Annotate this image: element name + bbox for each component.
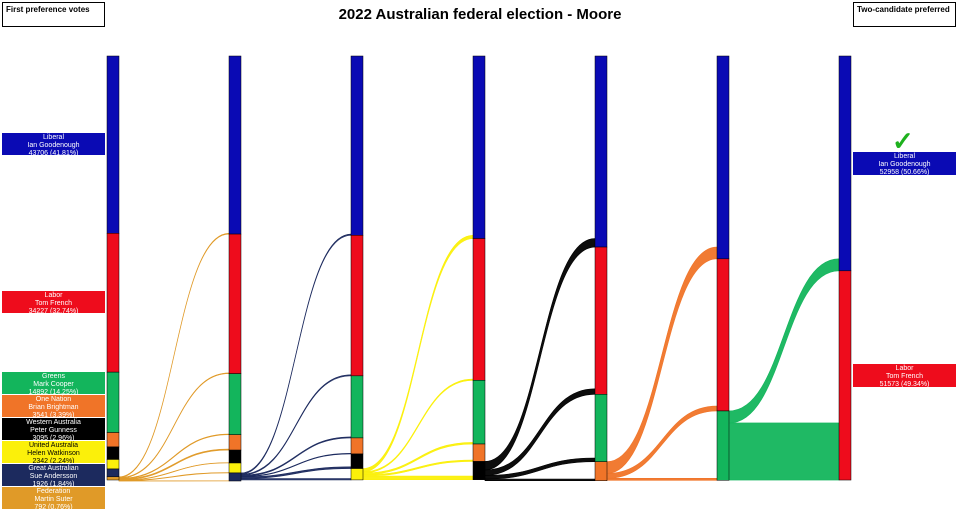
flow-united_australia-to-liberal-stage-2	[363, 235, 473, 471]
candidate-party: United Australia	[2, 442, 105, 450]
bar-labor-stage-4	[595, 247, 607, 394]
flow-great_australian-to-labor-stage-1	[241, 375, 351, 475]
candidate-party: Federation	[2, 488, 105, 496]
candidate-candidate: Mark Cooper	[2, 381, 105, 389]
bar-greens-stage-1	[229, 374, 241, 435]
bar-one_nation-stage-4	[595, 462, 607, 481]
bar-liberal-stage-5	[717, 56, 729, 259]
flow-federation-to-greens-stage-0	[119, 434, 229, 479]
bar-labor-stage-2	[351, 235, 363, 376]
bar-labor-stage-3	[473, 239, 485, 381]
bar-liberal-stage-3	[473, 56, 485, 239]
bar-liberal-stage-6	[839, 56, 851, 271]
candidate-party: Greens	[2, 373, 105, 381]
candidate-votes-label: 52958 (50.66%)	[853, 169, 956, 175]
flow-one_nation-to-greens-stage-4	[607, 478, 717, 480]
flow-federation-to-one_nation-stage-0	[119, 449, 229, 480]
bar-liberal-stage-0	[107, 56, 119, 233]
candidate-candidate: Ian Goodenough	[2, 142, 105, 150]
candidate-party: Western Australia	[2, 419, 105, 427]
flow-great_australian-to-western_australia-stage-1	[241, 467, 351, 479]
flow-greens-to-labor-stage-5	[729, 423, 839, 480]
bar-united_australia-stage-2	[351, 469, 363, 480]
candidate-candidate: Tom French	[853, 373, 956, 381]
candidate-votes-label: 3095 (2.96%)	[2, 435, 105, 440]
flow-great_australian-to-greens-stage-1	[241, 437, 351, 476]
candidate-votes-label: 1926 (1.84%)	[2, 481, 105, 486]
flow-federation-to-labor-stage-0	[119, 373, 229, 478]
candidate-votes-label: 2342 (2.24%)	[2, 458, 105, 463]
candidate-candidate: Ian Goodenough	[853, 161, 956, 169]
candidate-party: Great Australian	[2, 465, 105, 473]
candidate-votes-label: 14892 (14.25%)	[2, 389, 105, 394]
bar-federation-stage-0	[107, 477, 119, 480]
flow-greens-to-liberal-stage-5	[729, 259, 839, 423]
bar-labor-stage-6	[839, 271, 851, 480]
bar-liberal-stage-2	[351, 56, 363, 235]
bar-labor-stage-1	[229, 234, 241, 374]
bar-great_australian-stage-1	[229, 473, 241, 481]
bar-western_australia-stage-3	[473, 461, 485, 479]
bar-greens-stage-5	[717, 411, 729, 480]
candidate-party: Labor	[2, 292, 105, 300]
bar-one_nation-stage-3	[473, 444, 485, 461]
bar-liberal-stage-4	[595, 56, 607, 247]
candidate-votes-label: 51573 (49.34%)	[853, 381, 956, 387]
bar-western_australia-stage-2	[351, 454, 363, 469]
bar-greens-stage-2	[351, 376, 363, 438]
candidate-candidate: Peter Gunness	[2, 427, 105, 435]
candidate-votes-label: 43706 (41.81%)	[2, 150, 105, 155]
bar-western_australia-stage-1	[229, 450, 241, 463]
candidate-votes-label: 792 (0.76%)	[2, 504, 105, 509]
candidate-party: One Nation	[2, 396, 105, 404]
candidate-party: Liberal	[2, 134, 105, 142]
bar-united_australia-stage-0	[107, 459, 119, 469]
winner-check-icon: ✓	[892, 128, 914, 154]
flow-great_australian-to-united_australia-stage-1	[241, 478, 351, 479]
bar-western_australia-stage-0	[107, 447, 119, 460]
two-candidate-header: Two-candidate preferred	[853, 2, 956, 27]
bar-labor-stage-0	[107, 233, 119, 372]
chart-title: 2022 Australian federal election - Moore	[0, 6, 960, 23]
bar-greens-stage-4	[595, 394, 607, 461]
bar-liberal-stage-1	[229, 56, 241, 234]
bar-greens-stage-3	[473, 380, 485, 444]
candidate-party: Liberal	[853, 153, 956, 161]
candidate-candidate: Tom French	[2, 300, 105, 308]
candidate-party: Labor	[853, 365, 956, 373]
flow-united_australia-to-western_australia-stage-2	[363, 476, 473, 480]
candidate-candidate: Helen Watkinson	[2, 450, 105, 458]
candidate-candidate: Sue Andersson	[2, 473, 105, 481]
bar-greens-stage-0	[107, 372, 119, 432]
first-preference-header: First preference votes	[2, 2, 105, 27]
candidate-votes-label: 34227 (32.74%)	[2, 308, 105, 313]
bar-great_australian-stage-0	[107, 469, 119, 477]
flow-one_nation-to-labor-stage-4	[607, 406, 717, 478]
flow-western_australia-to-one_nation-stage-3	[485, 479, 595, 481]
bar-one_nation-stage-2	[351, 438, 363, 454]
candidate-candidate: Martin Suter	[2, 496, 105, 504]
bar-one_nation-stage-1	[229, 435, 241, 450]
bar-united_australia-stage-1	[229, 463, 241, 473]
candidate-votes-label: 3541 (3.39%)	[2, 412, 105, 417]
candidate-candidate: Brian Brightman	[2, 404, 105, 412]
bar-one_nation-stage-0	[107, 433, 119, 447]
flow-federation-to-liberal-stage-0	[119, 233, 229, 477]
bar-labor-stage-5	[717, 259, 729, 411]
